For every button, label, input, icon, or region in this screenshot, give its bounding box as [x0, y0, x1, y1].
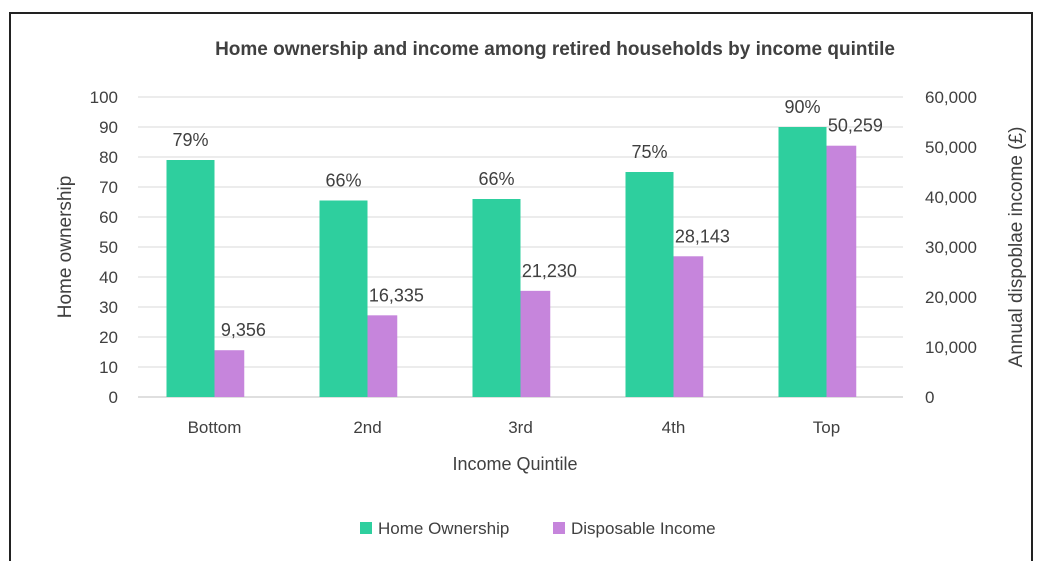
bars [166, 127, 857, 397]
bar-home-ownership [166, 160, 215, 397]
y-axis-ticks: 0 10 20 30 40 50 60 70 80 90 100 [90, 88, 118, 407]
y-tick-label: 60 [99, 208, 118, 227]
y-tick-label: 70 [99, 178, 118, 197]
data-label-disposable-income: 21,230 [522, 261, 577, 281]
bar-home-ownership [319, 200, 368, 397]
y-tick-label: 30 [99, 298, 118, 317]
x-tick-label: 3rd [508, 418, 533, 437]
bar-disposable-income [520, 290, 551, 397]
y-tick-label: 90 [99, 118, 118, 137]
x-axis-title: Income Quintile [452, 454, 577, 474]
bar-home-ownership [625, 172, 674, 397]
y2-tick-label: 30,000 [925, 238, 977, 257]
y-tick-label: 20 [99, 328, 118, 347]
bar-disposable-income [826, 145, 857, 397]
bar-disposable-income [214, 350, 245, 397]
y2-axis-ticks: 0 10,000 20,000 30,000 40,000 50,000 60,000 [925, 88, 977, 407]
y2-tick-label: 20,000 [925, 288, 977, 307]
y-axis-title: Home ownership [55, 176, 76, 319]
y-tick-label: 0 [109, 388, 118, 407]
legend: Home Ownership Disposable Income [360, 519, 716, 538]
x-axis-ticks: Bottom 2nd 3rd 4th Top [188, 418, 841, 437]
data-label-home-ownership: 75% [631, 142, 667, 162]
data-label-home-ownership: 90% [784, 97, 820, 117]
data-label-disposable-income: 9,356 [221, 320, 266, 340]
legend-swatch-disposable-income [553, 522, 565, 534]
y-tick-label: 100 [90, 88, 118, 107]
x-tick-label: Top [813, 418, 840, 437]
data-label-home-ownership: 79% [172, 130, 208, 150]
bar-home-ownership [778, 127, 827, 397]
y-tick-label: 10 [99, 358, 118, 377]
y2-tick-label: 0 [925, 388, 934, 407]
y-tick-label: 50 [99, 238, 118, 257]
y2-tick-label: 50,000 [925, 138, 977, 157]
x-tick-label: 2nd [353, 418, 381, 437]
data-label-disposable-income: 50,259 [828, 116, 883, 136]
data-label-home-ownership: 66% [478, 169, 514, 189]
bar-disposable-income [367, 315, 398, 397]
data-label-home-ownership: 66% [325, 171, 361, 191]
data-labels: 79% 9,356 66% 16,335 66% 21,230 75% 28,143 90% 50… [172, 97, 882, 340]
legend-label-home-ownership: Home Ownership [378, 519, 509, 538]
y-tick-label: 40 [99, 268, 118, 287]
y2-tick-label: 10,000 [925, 338, 977, 357]
y2-tick-label: 40,000 [925, 188, 977, 207]
bar-disposable-income [673, 256, 704, 397]
chart-frame [9, 12, 1033, 561]
chart-title: Home ownership and income among retired … [215, 39, 895, 60]
legend-swatch-home-ownership [360, 522, 372, 534]
data-label-disposable-income: 28,143 [675, 226, 730, 246]
legend-label-disposable-income: Disposable Income [571, 519, 716, 538]
y-tick-label: 80 [99, 148, 118, 167]
data-label-disposable-income: 16,335 [369, 285, 424, 305]
x-tick-label: Bottom [188, 418, 242, 437]
x-tick-label: 4th [662, 418, 686, 437]
y2-axis-title: Annual dispoblae income (£) [1006, 127, 1027, 368]
bar-home-ownership [472, 199, 521, 397]
y2-tick-label: 60,000 [925, 88, 977, 107]
